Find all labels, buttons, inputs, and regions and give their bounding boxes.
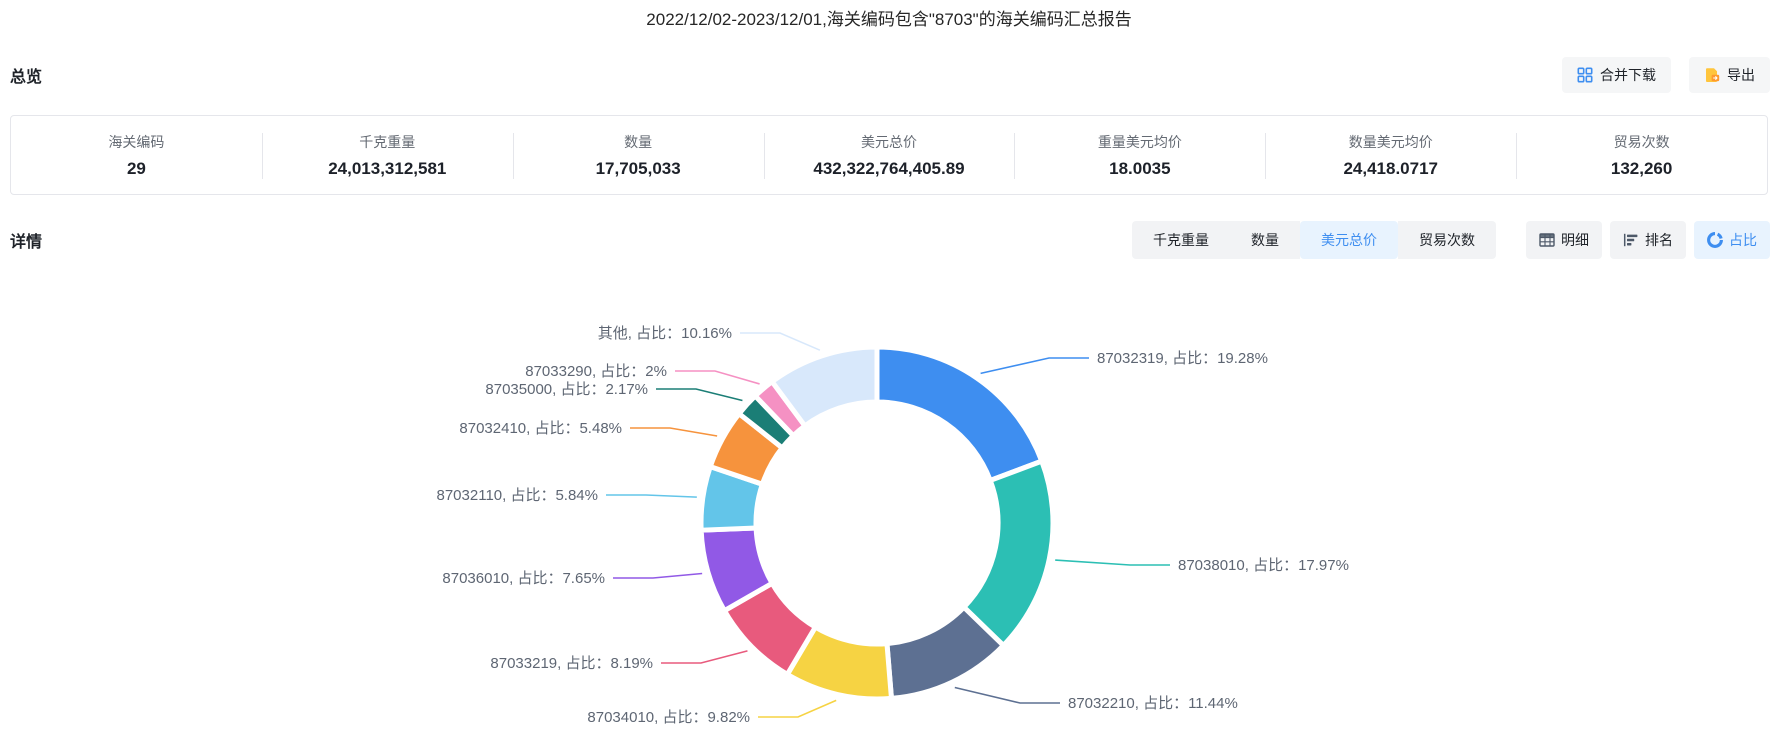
label-line-87038010 — [1055, 559, 1170, 566]
label-line-87032319 — [980, 357, 1089, 375]
stat-value: 24,013,312,581 — [328, 158, 447, 178]
slice-label-87032110: 87032110, 占比：5.84% — [437, 487, 599, 504]
label-line-其他 — [740, 332, 821, 351]
export-icon — [1704, 67, 1720, 83]
view-tabs: 明细 排名 占比 — [1526, 221, 1770, 259]
stat-col-3: 美元总价 432,322,764,405.89 — [763, 116, 1015, 194]
stat-col-2: 数量 17,705,033 — [512, 116, 764, 194]
merge-download-button-label: 合并下载 — [1600, 67, 1656, 83]
stat-label: 美元总价 — [861, 133, 917, 150]
stat-col-4: 重量美元均价 18.0035 — [1014, 116, 1265, 194]
donut-icon — [1707, 232, 1723, 248]
view-tab-ranking[interactable]: 排名 — [1610, 221, 1686, 259]
label-line-87033219 — [661, 650, 748, 664]
metric-tab-1[interactable]: 数量 — [1230, 221, 1300, 259]
label-line-87035000 — [656, 388, 743, 402]
view-tab-detail-label: 明细 — [1561, 232, 1589, 248]
stat-label: 重量美元均价 — [1097, 133, 1182, 150]
label-line-87032110 — [606, 494, 697, 498]
metric-tab-0[interactable]: 千克重量 — [1132, 221, 1230, 259]
stat-label: 海关编码 — [108, 133, 165, 150]
view-tab-ranking-label: 排名 — [1645, 232, 1673, 248]
slice-label-87038010: 87038010, 占比：17.97% — [1178, 557, 1349, 574]
view-tab-share[interactable]: 占比 — [1694, 221, 1770, 259]
stat-value: 24,418.0717 — [1343, 158, 1438, 178]
stats-card: 海关编码 29 千克重量 24,013,312,581 数量 17,705,033 美元总价… — [10, 115, 1768, 195]
stat-col-1: 千克重量 24,013,312,581 — [261, 116, 513, 194]
donut-slice-其他[interactable] — [768, 344, 880, 430]
label-line-87036010 — [613, 572, 703, 579]
stat-label: 数量美元均价 — [1348, 133, 1433, 150]
view-tab-detail[interactable]: 明细 — [1526, 221, 1602, 259]
overview-heading: 总览 — [10, 69, 43, 86]
page-title: 2022/12/02-2023/12/01,海关编码包含"8703"的海关编码汇… — [646, 10, 1132, 29]
metric-tabs: 千克重量 数量 美元总价 贸易次数 — [1132, 221, 1496, 259]
stat-col-5: 数量美元均价 24,418.0717 — [1265, 116, 1516, 194]
slice-label-87032210: 87032210, 占比：11.44% — [1068, 695, 1238, 712]
slice-label-87032319: 87032319, 占比：19.28% — [1097, 350, 1268, 367]
stat-label: 千克重量 — [359, 133, 416, 150]
label-line-87032410 — [630, 427, 718, 437]
slice-label-87032410: 87032410, 占比：5.48% — [459, 420, 622, 437]
view-tab-share-label: 占比 — [1729, 232, 1757, 248]
merge-download-icon — [1577, 67, 1593, 83]
slice-label-87034010: 87034010, 占比：9.82% — [587, 709, 750, 726]
stat-value: 432,322,764,405.89 — [813, 158, 965, 178]
stat-label: 数量 — [624, 133, 653, 150]
slice-label-87036010: 87036010, 占比：7.65% — [442, 570, 605, 587]
export-button-label: 导出 — [1727, 67, 1755, 83]
ranking-icon — [1623, 233, 1639, 247]
slice-label-87035000: 87035000, 占比：2.17% — [485, 381, 648, 398]
export-button[interactable]: 导出 — [1689, 57, 1770, 93]
table-icon — [1539, 233, 1555, 247]
metric-tab-3[interactable]: 贸易次数 — [1398, 221, 1496, 259]
slice-label-87033219: 87033219, 占比：8.19% — [490, 655, 653, 672]
stat-value: 17,705,033 — [595, 158, 681, 178]
label-line-87033290 — [675, 370, 760, 385]
stat-value: 29 — [126, 158, 146, 178]
header-buttons: 合并下载 导出 — [1562, 57, 1770, 93]
slice-label-87033290: 87033290, 占比：2% — [525, 363, 667, 380]
overview-header: 总览 合并下载 导出 — [10, 56, 1770, 94]
donut-chart: 87032319, 占比：19.28% 87038010, 占比：17.97% 87… — [0, 255, 1778, 735]
donut-slice-87032319[interactable] — [874, 344, 1045, 484]
stat-label: 贸易次数 — [1613, 133, 1670, 150]
stat-col-6: 贸易次数 132,260 — [1516, 116, 1767, 194]
tab-groups: 千克重量 数量 美元总价 贸易次数 明细 排名 占比 — [1132, 221, 1770, 259]
stat-col-0: 海关编码 29 — [11, 116, 262, 194]
details-heading: 详情 — [10, 234, 43, 251]
details-header: 详情 千克重量 数量 美元总价 贸易次数 明细 排名 占比 — [10, 220, 1770, 260]
metric-tab-2[interactable]: 美元总价 — [1300, 221, 1398, 259]
stat-value: 132,260 — [1610, 158, 1673, 178]
slice-label-其他: 其他, 占比：10.16% — [598, 325, 732, 342]
merge-download-button[interactable]: 合并下载 — [1562, 57, 1671, 93]
donut-chart-svg: 87032319, 占比：19.28% 87038010, 占比：17.97% 87… — [437, 325, 1349, 726]
label-line-87034010 — [758, 699, 837, 718]
label-line-87032210 — [954, 686, 1060, 704]
stat-value: 18.0035 — [1109, 158, 1171, 178]
